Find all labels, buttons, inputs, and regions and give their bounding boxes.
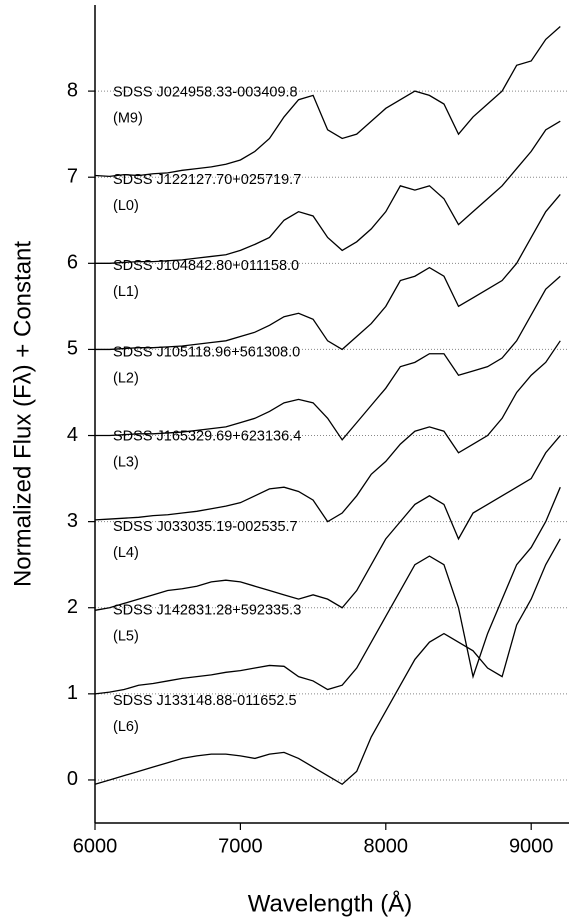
spectral-type: (L2) [113,370,139,386]
x-tick-label: 9000 [509,835,554,857]
spectrum-line [95,275,561,441]
spectral-type: (L3) [113,455,139,471]
y-tick-label: 1 [67,682,78,704]
x-tick-label: 8000 [364,835,409,857]
spectrum-line [95,194,561,351]
spectral-type: (M9) [113,110,143,126]
spectrum-line [95,120,561,264]
y-tick-label: 2 [67,596,78,618]
spectral-type: (L6) [113,719,139,735]
spectrum-name: SDSS J165329.69+623136.4 [113,429,301,445]
spectral-type: (L5) [113,629,139,645]
spectrum-name: SDSS J122127.70+025719.7 [113,172,301,188]
y-tick-label: 7 [67,165,78,187]
spectrum-name: SDSS J133148.88-011652.5 [113,693,297,709]
y-tick-label: 8 [67,79,78,101]
x-axis-label: Wavelength (Å) [248,889,413,917]
y-tick-label: 0 [67,768,78,790]
y-axis-label: Normalized Flux (Fλ) + Constant [9,241,36,587]
spectrum-line [94,435,561,611]
y-tick-label: 4 [67,424,78,446]
spectrum-name: SDSS J142831.28+592335.3 [113,603,301,619]
spectrum-name: SDSS J033035.19-002535.7 [113,519,298,535]
x-tick-label: 6000 [73,835,118,857]
y-tick-label: 6 [67,252,78,274]
spectrum-name: SDSS J105118.96+561308.0 [113,344,300,360]
spectrum-line [94,340,561,523]
y-tick-label: 3 [67,510,78,532]
y-tick-label: 5 [67,338,78,360]
x-tick-label: 7000 [218,835,263,857]
spectral-type: (L0) [113,198,139,214]
spectral-type: (L4) [113,545,139,561]
spectrum-line [94,538,561,786]
spectrum-line [94,486,561,695]
spectral-type: (L1) [113,284,139,300]
spectrum-line [94,26,561,178]
spectrum-name: SDSS J104842.80+011158.0 [113,258,299,274]
spectrum-name: SDSS J024958.33-003409.8 [113,84,298,100]
